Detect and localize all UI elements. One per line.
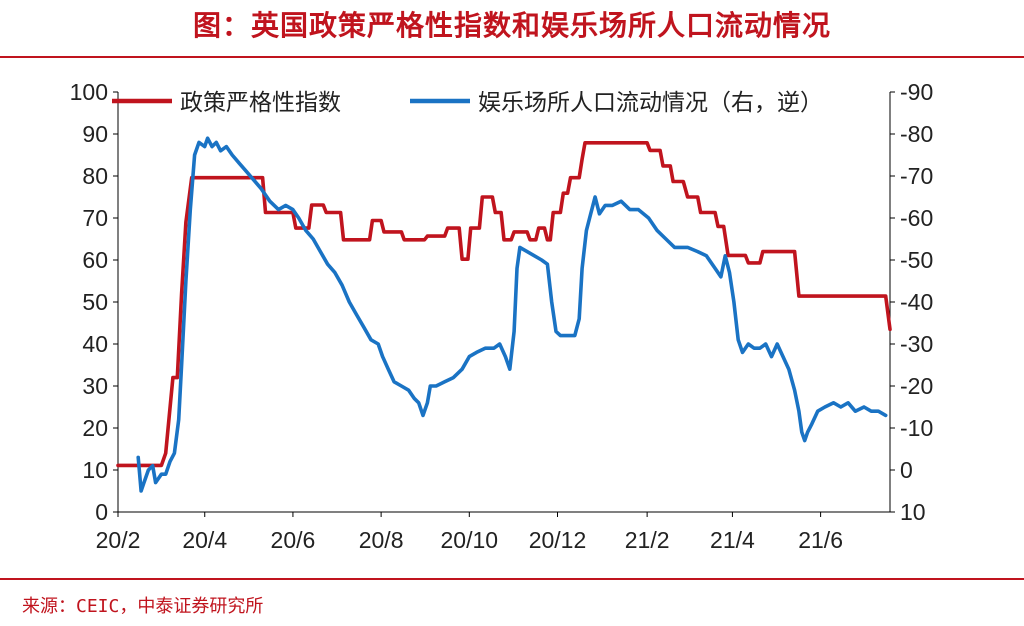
chart-title: 图：英国政策严格性指数和娱乐场所人口流动情况: [192, 9, 831, 42]
title-divider: [0, 56, 1024, 58]
x-axis-tick-label: 21/2: [625, 527, 670, 553]
source-divider: [0, 578, 1024, 580]
right-axis-tick-label: -50: [900, 247, 933, 273]
legend-label-mobility: 娱乐场所人口流动情况（右，逆）: [478, 90, 823, 116]
left-axis-tick-label: 50: [82, 289, 108, 315]
right-axis-tick-label: -40: [900, 289, 933, 315]
recreation-mobility-line: [136, 136, 888, 493]
right-axis-tick-label: -90: [900, 79, 933, 105]
left-axis-tick-label: 40: [82, 331, 108, 357]
left-axis-tick-label: 20: [82, 415, 108, 441]
left-axis-tick-label: 60: [82, 247, 108, 273]
right-axis-tick-label: 10: [900, 499, 926, 525]
x-axis-tick-label: 20/12: [529, 527, 587, 553]
x-axis-tick-label: 20/4: [182, 527, 227, 553]
left-axis-tick-label: 90: [82, 121, 108, 147]
right-axis-tick-label: -30: [900, 331, 933, 357]
left-axis-tick-label: 30: [82, 373, 108, 399]
right-axis-tick-label: -80: [900, 121, 933, 147]
x-axis-tick-label: 20/6: [271, 527, 316, 553]
left-axis-tick-label: 10: [82, 457, 108, 483]
legend-label-stringency: 政策严格性指数: [180, 90, 341, 116]
source-note: 来源：CEIC，中泰证券研究所: [22, 596, 264, 617]
right-axis-tick-label: -70: [900, 163, 933, 189]
x-axis-tick-label: 20/8: [359, 527, 404, 553]
left-axis-tick-label: 80: [82, 163, 108, 189]
right-axis-tick-label: -20: [900, 373, 933, 399]
right-axis-tick-label: -60: [900, 205, 933, 231]
right-axis-tick-label: -10: [900, 415, 933, 441]
stringency-index-line: [116, 141, 892, 468]
left-axis-tick-label: 100: [70, 79, 108, 105]
x-axis-tick-label: 21/6: [798, 527, 843, 553]
x-axis-tick-label: 20/10: [441, 527, 499, 553]
left-axis-tick-label: 70: [82, 205, 108, 231]
x-axis-tick-label: 21/4: [710, 527, 755, 553]
x-axis-tick-label: 20/2: [96, 527, 141, 553]
right-axis-tick-label: 0: [900, 457, 913, 483]
chart: 0102030405060708090100100-10-20-30-40-50…: [70, 79, 934, 553]
left-axis-tick-label: 0: [95, 499, 108, 525]
